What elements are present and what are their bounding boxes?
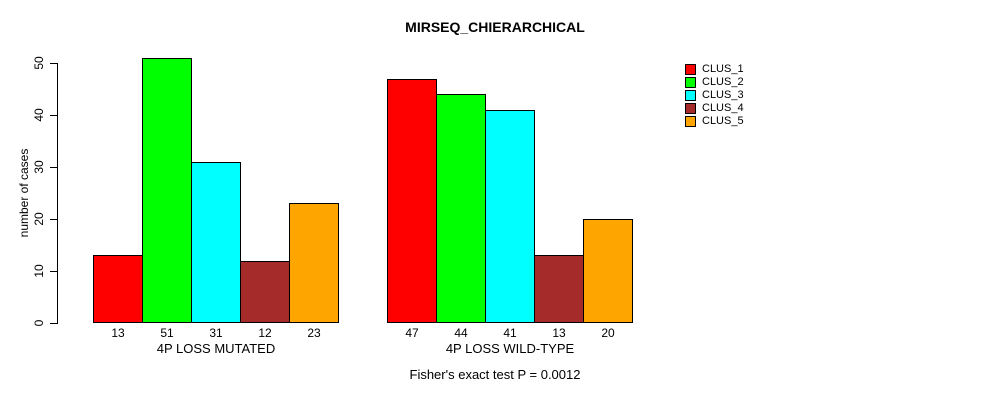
y-tick-label: 30	[32, 160, 46, 174]
legend-swatch	[685, 103, 696, 114]
bar-value-label: 13	[552, 326, 566, 340]
legend-item-clus_4: CLUS_4	[685, 102, 744, 115]
legend-label: CLUS_4	[702, 102, 744, 114]
bar-value-label: 31	[209, 326, 223, 340]
bar-value-label: 44	[454, 326, 468, 340]
legend-swatch	[685, 90, 696, 101]
y-tick	[50, 219, 57, 220]
legend-item-clus_5: CLUS_5	[685, 115, 744, 128]
bar-clus_3	[485, 109, 535, 323]
y-tick	[50, 115, 57, 116]
chart-title: MIRSEQ_CHIERARCHICAL	[405, 19, 585, 35]
legend-swatch	[685, 77, 696, 88]
legend-item-clus_1: CLUS_1	[685, 63, 744, 76]
bar-clus_3	[191, 161, 241, 323]
legend-swatch	[685, 116, 696, 127]
y-tick	[50, 323, 57, 324]
legend-label: CLUS_2	[702, 76, 744, 88]
y-tick	[50, 167, 57, 168]
legend-swatch	[685, 64, 696, 75]
bar-clus_1	[387, 78, 437, 323]
bar-clus_4	[534, 255, 584, 323]
y-tick-label: 50	[32, 56, 46, 70]
y-tick-label: 0	[32, 319, 46, 327]
legend-item-clus_2: CLUS_2	[685, 76, 744, 89]
legend-item-clus_3: CLUS_3	[685, 89, 744, 102]
bar-value-label: 51	[160, 326, 174, 340]
bar-clus_2	[142, 57, 192, 323]
y-axis-title: number of cases	[17, 148, 31, 238]
bar-value-label: 20	[601, 326, 615, 340]
bar-clus_5	[289, 203, 339, 323]
y-tick-label: 20	[32, 212, 46, 226]
bar-clus_4	[240, 260, 290, 323]
y-tick	[50, 63, 57, 64]
bar-value-label: 23	[307, 326, 321, 340]
legend: CLUS_1 CLUS_2 CLUS_3 CLUS_4 CLUS_5	[685, 63, 744, 128]
group-label: 4P LOSS MUTATED	[156, 341, 276, 356]
y-tick-label: 10	[32, 264, 46, 278]
bar-value-label: 47	[405, 326, 419, 340]
bar-value-label: 12	[258, 326, 272, 340]
bar-value-label: 13	[111, 326, 125, 340]
y-tick-label: 40	[32, 108, 46, 122]
legend-label: CLUS_5	[702, 115, 744, 127]
footer-note: Fisher's exact test P = 0.0012	[409, 367, 581, 382]
y-axis-line	[57, 63, 58, 324]
bar-clus_2	[436, 94, 486, 323]
legend-label: CLUS_3	[702, 89, 744, 101]
legend-label: CLUS_1	[702, 63, 744, 75]
bar-clus_5	[583, 219, 633, 323]
y-tick	[50, 271, 57, 272]
bar-value-label: 41	[503, 326, 517, 340]
bar-clus_1	[93, 255, 143, 323]
group-label: 4P LOSS WILD-TYPE	[445, 341, 575, 356]
